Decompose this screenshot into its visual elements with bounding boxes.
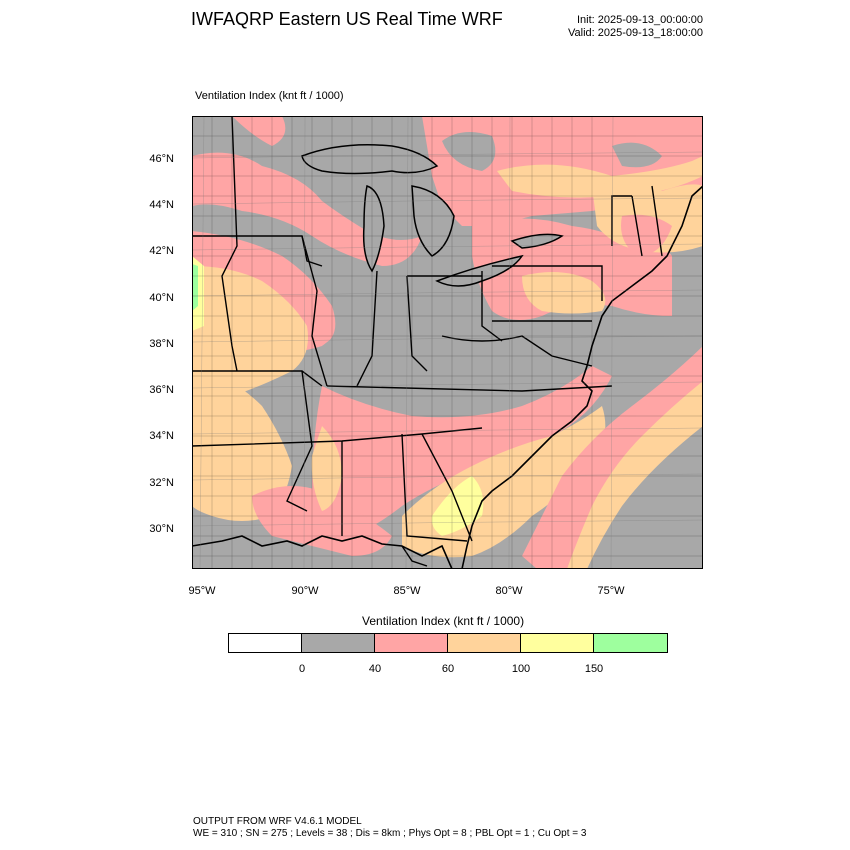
- lat-label-44: 44°N: [149, 199, 174, 211]
- map-frame: [192, 116, 703, 569]
- gulf-coastline: [192, 535, 453, 569]
- lat-label-34: 34°N: [149, 430, 174, 442]
- mississippi-peach: [311, 426, 342, 511]
- colorbar-tick-60: 60: [441, 663, 455, 675]
- lon-label-95: 95°W: [188, 585, 216, 597]
- field-label: Ventilation Index (knt ft / 1000): [195, 90, 344, 102]
- lon-label-90: 90°W: [291, 585, 319, 597]
- time-info: Init: 2025-09-13_00:00:00 Valid: 2025-09…: [568, 14, 703, 40]
- lat-label-36: 36°N: [149, 384, 174, 396]
- county-boundaries: [192, 116, 703, 569]
- quebec-gray-patch: [612, 142, 662, 168]
- ventilation-index-map: [192, 116, 703, 569]
- lon-label-80: 80°W: [495, 585, 523, 597]
- valid-time: Valid: 2025-09-13_18:00:00: [568, 27, 703, 39]
- new-england-pink: [621, 214, 672, 256]
- colorbar-box-below-0: [229, 634, 302, 652]
- lat-label-46: 46°N: [149, 153, 174, 165]
- init-time: Init: 2025-09-13_00:00:00: [577, 14, 703, 26]
- colorbar-box-above-150: [594, 634, 667, 652]
- model-version: OUTPUT FROM WRF V4.6.1 MODEL: [193, 816, 362, 827]
- arkansas-peach: [192, 366, 292, 521]
- lat-label-30: 30°N: [149, 523, 174, 535]
- atlantic-coastline: [461, 185, 703, 569]
- lat-label-42: 42°N: [149, 245, 174, 257]
- atlantic-peach-band: [567, 381, 703, 569]
- colorbar-tick-100: 100: [511, 663, 531, 675]
- colorbar-box-100-150: [521, 634, 594, 652]
- colorbar-title: Ventilation Index (knt ft / 1000): [362, 614, 525, 628]
- colorbar-box-60-100: [448, 634, 521, 652]
- lat-label-40: 40°N: [149, 292, 174, 304]
- colorbar-tick-0: 0: [298, 663, 306, 675]
- lon-label-85: 85°W: [393, 585, 421, 597]
- western-green: [192, 264, 198, 311]
- model-settings: WE = 310 ; SN = 275 ; Levels = 38 ; Dis …: [193, 828, 587, 839]
- pennsylvania-peach: [522, 272, 606, 314]
- lon-label-75: 75°W: [597, 585, 625, 597]
- colorbar-tick-40: 40: [368, 663, 382, 675]
- lake-huron: [411, 185, 455, 257]
- appalachian-pink-band: [312, 366, 612, 536]
- atlantic-pink-band: [522, 346, 703, 569]
- lat-label-38: 38°N: [149, 338, 174, 350]
- offshore-gray-gap: [592, 326, 662, 370]
- great-lakes: [301, 144, 564, 287]
- gulf-pink: [252, 486, 392, 556]
- lake-superior: [301, 144, 439, 175]
- plot-title: IWFAQRP Eastern US Real Time WRF: [191, 9, 503, 29]
- colorbar-box-0-40: [302, 634, 375, 652]
- canada-gray-patch: [442, 132, 496, 171]
- colorbar-box-40-60: [375, 634, 448, 652]
- florida-panhandle-coast: [401, 545, 428, 567]
- lat-label-32: 32°N: [149, 477, 174, 489]
- colorbar-tick-150: 150: [584, 663, 604, 675]
- colorbar: [228, 633, 668, 653]
- model-info-footer: OUTPUT FROM WRF V4.6.1 MODEL WE = 310 ; …: [193, 816, 586, 840]
